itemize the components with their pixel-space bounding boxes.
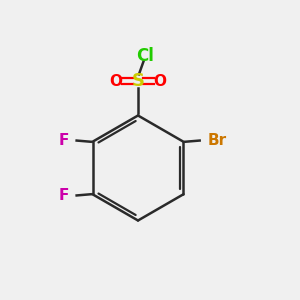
- Text: F: F: [59, 188, 69, 203]
- Text: S: S: [131, 72, 145, 90]
- Text: Cl: Cl: [136, 46, 154, 64]
- Text: O: O: [109, 74, 122, 88]
- Text: O: O: [154, 74, 167, 88]
- Text: Br: Br: [208, 133, 227, 148]
- Text: F: F: [59, 133, 69, 148]
